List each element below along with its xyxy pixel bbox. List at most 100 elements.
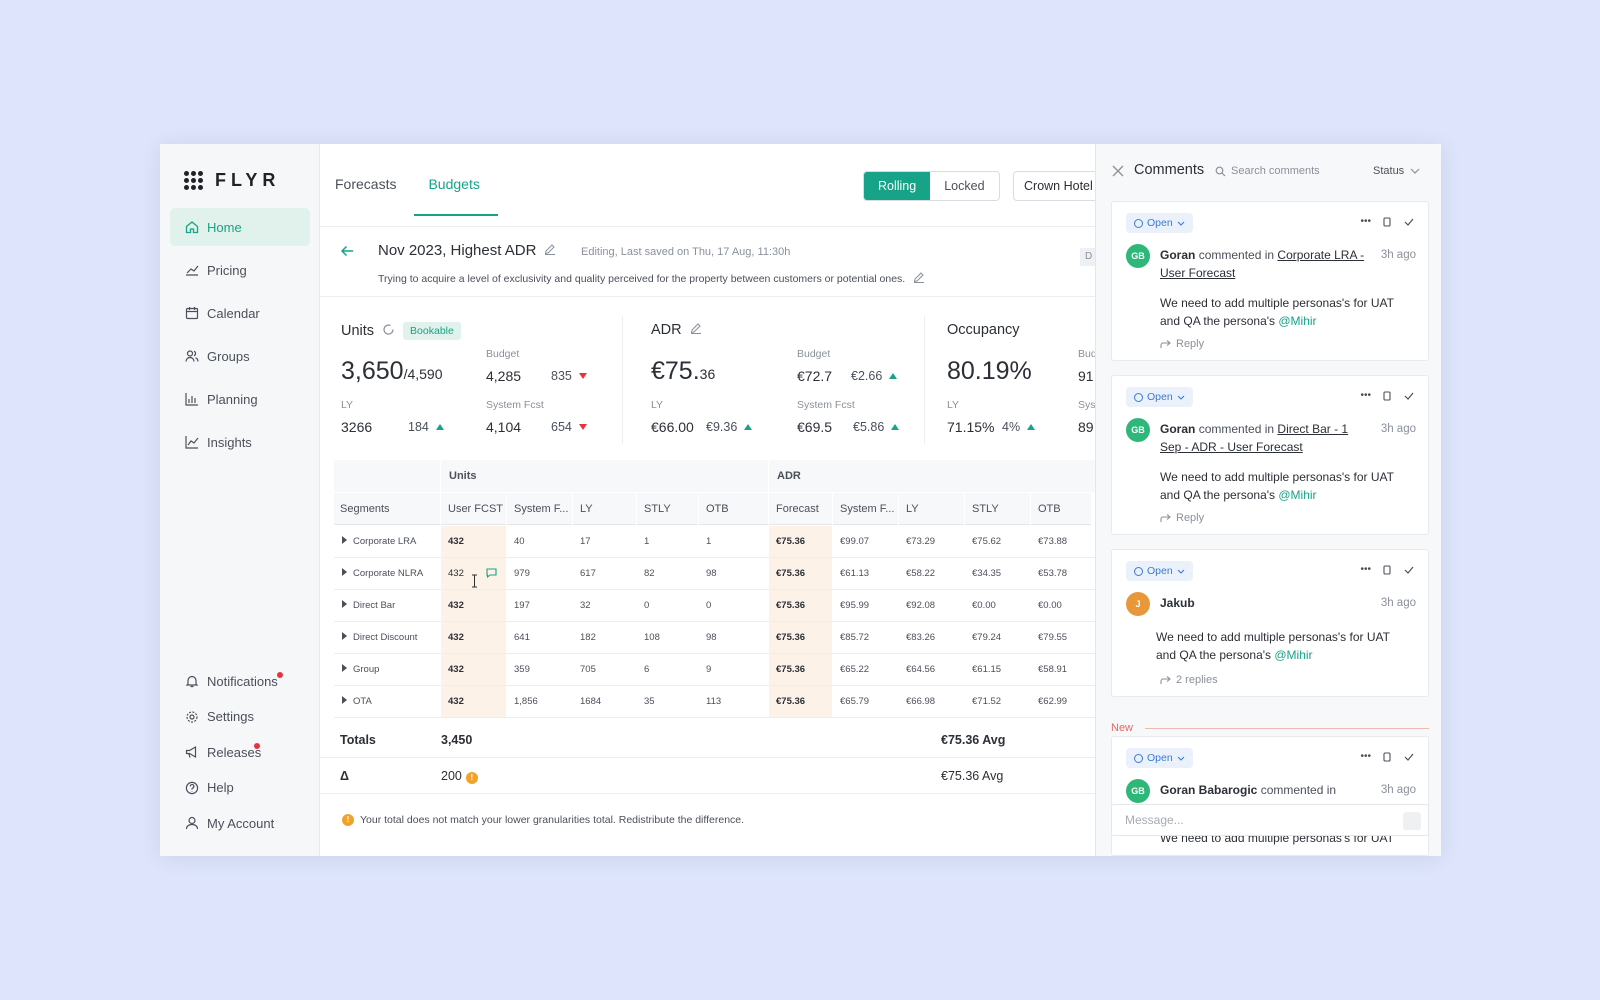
search-placeholder: Search comments bbox=[1231, 165, 1320, 177]
open-status-icon bbox=[1134, 392, 1143, 402]
mention-link[interactable]: @Mihir bbox=[1278, 488, 1317, 502]
nav-home[interactable]: Home bbox=[170, 208, 310, 246]
column-header[interactable]: Segments bbox=[334, 493, 440, 525]
comments-title: Comments bbox=[1134, 162, 1205, 178]
tab-budgets[interactable]: Budgets bbox=[414, 144, 499, 216]
table-group-units: Units bbox=[441, 460, 768, 492]
reply-button[interactable]: Reply bbox=[1160, 338, 1204, 350]
status-dropdown[interactable]: Open bbox=[1126, 748, 1193, 768]
nav-groups[interactable]: Groups bbox=[170, 337, 310, 375]
table-row[interactable]: Group 432 359 705 6 9 €75.36 €65.22 €64.56 €61.15… bbox=[334, 654, 1255, 686]
mention-link[interactable]: @Mihir bbox=[1274, 648, 1313, 662]
reply-button[interactable]: 2 replies bbox=[1160, 674, 1218, 686]
totals-units[interactable]: 3,450 bbox=[441, 733, 473, 747]
table-cell[interactable]: 432 bbox=[441, 590, 506, 621]
column-header[interactable]: LY bbox=[899, 493, 964, 525]
comment-target-link[interactable]: Direct Bar - 1 Sep - ADR - User Forecast bbox=[1160, 422, 1349, 454]
mode-locked-button[interactable]: Locked bbox=[944, 179, 985, 193]
kpi-adr-title: ADR bbox=[651, 322, 702, 338]
nav-planning[interactable]: Planning bbox=[170, 380, 310, 418]
comment-card[interactable]: Open ••• GB Goran Babarogic commented in 3h … bbox=[1111, 736, 1429, 856]
copy-icon[interactable] bbox=[1383, 216, 1392, 227]
table-cell[interactable]: €75.36 bbox=[769, 590, 832, 621]
comment-target-link[interactable]: Corporate LRA - User Forecast bbox=[1160, 248, 1365, 280]
expand-caret-icon[interactable] bbox=[342, 568, 347, 576]
nav-account[interactable]: My Account bbox=[170, 808, 310, 838]
nav-insights[interactable]: Insights bbox=[170, 423, 310, 461]
totals-adr[interactable]: €75.36 Avg bbox=[941, 733, 1006, 747]
expand-caret-icon[interactable] bbox=[342, 696, 347, 704]
table-cell[interactable]: 432 bbox=[441, 654, 506, 685]
nav-releases[interactable]: Releases bbox=[170, 737, 310, 767]
status-filter[interactable]: Status bbox=[1373, 165, 1420, 177]
reply-button[interactable]: Reply bbox=[1160, 512, 1204, 524]
more-icon[interactable]: ••• bbox=[1360, 751, 1371, 762]
column-header[interactable]: System F... bbox=[507, 493, 572, 525]
cut-off-tag[interactable]: D bbox=[1080, 248, 1096, 266]
edit-adr-icon[interactable] bbox=[690, 322, 702, 338]
edit-title-icon[interactable] bbox=[544, 242, 556, 259]
check-icon[interactable] bbox=[1404, 566, 1414, 574]
tab-forecasts[interactable]: Forecasts bbox=[335, 176, 397, 192]
mention-link[interactable]: @Mihir bbox=[1278, 314, 1317, 328]
table-cell[interactable]: €75.36 bbox=[769, 654, 832, 685]
table-row[interactable]: Direct Bar 432 197 32 0 0 €75.36 €95.99 €92.08 €0… bbox=[334, 590, 1255, 622]
mode-rolling-button[interactable]: Rolling bbox=[864, 172, 931, 200]
table-cell[interactable]: €75.36 bbox=[769, 526, 832, 557]
table-cell[interactable]: 432 bbox=[441, 558, 506, 589]
nav-settings[interactable]: Settings bbox=[170, 702, 310, 732]
check-icon[interactable] bbox=[1404, 392, 1414, 400]
more-icon[interactable]: ••• bbox=[1360, 216, 1371, 227]
comment-card[interactable]: Open ••• J Jakub 3h ago We need to add multip… bbox=[1111, 549, 1429, 697]
comment-card[interactable]: Open ••• GB Goran commented in Corporate LR… bbox=[1111, 201, 1429, 361]
table-cell[interactable]: 432 bbox=[441, 622, 506, 653]
table-cell: 17 bbox=[580, 536, 591, 547]
comments-search[interactable]: Search comments bbox=[1215, 165, 1320, 177]
table-cell[interactable]: €75.36 bbox=[769, 622, 832, 653]
expand-caret-icon[interactable] bbox=[342, 536, 347, 544]
table-row[interactable]: Corporate NLRA 432 979 617 82 98 €75.36 €61.13 €… bbox=[334, 558, 1255, 590]
column-header[interactable]: System F... bbox=[833, 493, 898, 525]
table-cell[interactable]: 432 bbox=[441, 526, 506, 557]
send-icon[interactable] bbox=[1403, 812, 1421, 830]
column-header[interactable]: OTB bbox=[1031, 493, 1091, 525]
expand-caret-icon[interactable] bbox=[342, 664, 347, 672]
nav-help[interactable]: Help bbox=[170, 773, 310, 803]
refresh-icon[interactable] bbox=[382, 323, 395, 340]
logo[interactable]: FLYR bbox=[184, 170, 280, 191]
copy-icon[interactable] bbox=[1383, 751, 1392, 762]
column-header[interactable]: STLY bbox=[637, 493, 698, 525]
more-icon[interactable]: ••• bbox=[1360, 390, 1371, 401]
comment-bubble-icon[interactable] bbox=[486, 568, 497, 579]
check-icon[interactable] bbox=[1404, 218, 1414, 226]
nav-notifications[interactable]: Notifications bbox=[170, 666, 310, 696]
status-dropdown[interactable]: Open bbox=[1126, 213, 1193, 233]
check-icon[interactable] bbox=[1404, 753, 1414, 761]
column-header[interactable]: OTB bbox=[699, 493, 768, 525]
table-cell[interactable]: €75.36 bbox=[769, 686, 832, 717]
table-row[interactable]: OTA 432 1,856 1684 35 113 €75.36 €65.79 €66.98 €7… bbox=[334, 686, 1255, 718]
table-row[interactable]: Direct Discount 432 641 182 108 98 €75.36 €85.7… bbox=[334, 622, 1255, 654]
more-icon[interactable]: ••• bbox=[1360, 564, 1371, 575]
copy-icon[interactable] bbox=[1383, 390, 1392, 401]
message-input[interactable]: Message... bbox=[1111, 804, 1429, 836]
nav-pricing[interactable]: Pricing bbox=[170, 251, 310, 289]
column-header[interactable]: STLY bbox=[965, 493, 1030, 525]
nav-calendar[interactable]: Calendar bbox=[170, 294, 310, 332]
status-dropdown[interactable]: Open bbox=[1126, 387, 1193, 407]
units-sys-label: System Fcst bbox=[486, 399, 544, 411]
status-dropdown[interactable]: Open bbox=[1126, 561, 1193, 581]
expand-caret-icon[interactable] bbox=[342, 600, 347, 608]
column-header[interactable]: LY bbox=[573, 493, 636, 525]
table-cell[interactable]: 432 bbox=[441, 686, 506, 717]
table-cell[interactable]: €75.36 bbox=[769, 558, 832, 589]
comment-card[interactable]: Open ••• GB Goran commented in Direct Bar -… bbox=[1111, 375, 1429, 535]
column-header[interactable]: User FCST bbox=[441, 493, 506, 525]
copy-icon[interactable] bbox=[1383, 564, 1392, 575]
column-header[interactable]: Forecast bbox=[769, 493, 832, 525]
edit-description-icon[interactable] bbox=[913, 271, 925, 286]
back-arrow-icon[interactable] bbox=[340, 244, 354, 263]
expand-caret-icon[interactable] bbox=[342, 632, 347, 640]
close-icon[interactable] bbox=[1112, 164, 1124, 177]
table-row[interactable]: Corporate LRA 432 40 17 1 1 €75.36 €99.07 €73.29… bbox=[334, 526, 1255, 558]
